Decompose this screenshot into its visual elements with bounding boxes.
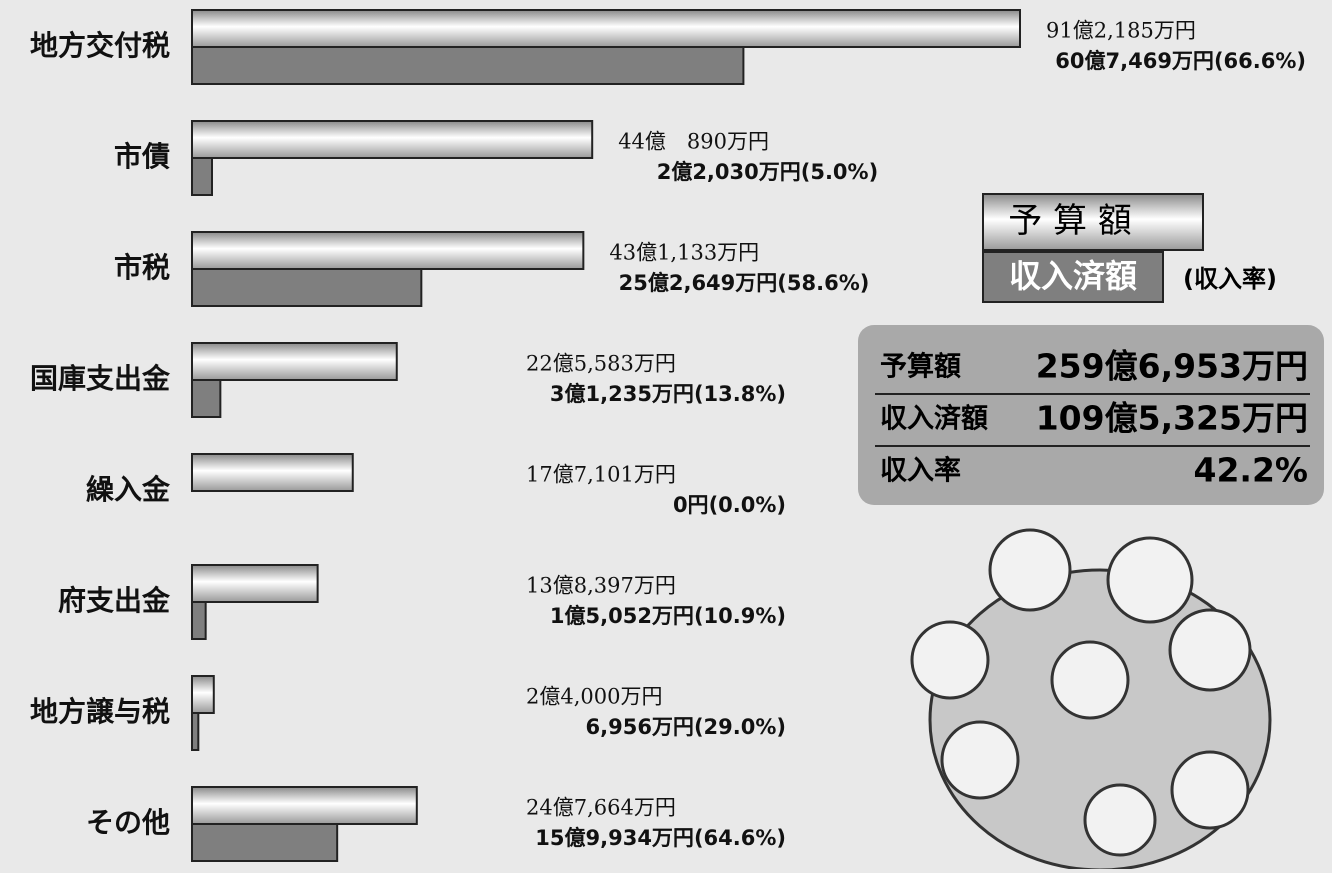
category-label: 市税 xyxy=(114,251,170,284)
budget-bar xyxy=(192,10,1020,47)
received-amount: 2億2,030万円 xyxy=(657,160,801,184)
received-rate: (64.6%) xyxy=(694,826,786,850)
budget-bar xyxy=(192,676,214,713)
received-amount: 3億1,235万円 xyxy=(550,382,694,406)
page: {"chart_data": {"type": "bar", "orientat… xyxy=(0,0,1332,869)
received-amount: 15億9,934万円 xyxy=(535,826,694,850)
received-label: 1億5,052万円(10.9%) xyxy=(550,604,786,628)
summary-value: 259億6,953万円 xyxy=(1036,347,1308,386)
budget-label: 22億5,583万円 xyxy=(526,352,676,376)
received-label: 0円(0.0%) xyxy=(673,493,786,517)
received-rate: (66.6%) xyxy=(1214,49,1306,73)
received-rate: (29.0%) xyxy=(694,715,786,739)
summary-label: 収入済額 xyxy=(880,403,988,435)
received-label: 6,956万円(29.0%) xyxy=(586,715,787,739)
received-label: 3億1,235万円(13.8%) xyxy=(550,382,786,406)
legend-label: 予 算 額 xyxy=(1008,201,1132,241)
category-label: 府支出金 xyxy=(58,584,171,617)
received-rate: (5.0%) xyxy=(801,160,878,184)
received-rate: (13.8%) xyxy=(694,382,786,406)
received-bar xyxy=(192,158,212,195)
budget-bar xyxy=(192,454,353,491)
budget-label: 17億7,101万円 xyxy=(526,463,676,487)
budget-label: 43億1,133万円 xyxy=(609,241,759,265)
received-label: 15億9,934万円(64.6%) xyxy=(535,826,786,850)
received-bar xyxy=(192,602,206,639)
received-label: 60億7,469万円(66.6%) xyxy=(1055,49,1306,73)
legend-rate: (収入率) xyxy=(1183,265,1277,293)
legend-label: 収入済額 xyxy=(1009,257,1137,295)
summary-value: 42.2% xyxy=(1194,451,1309,490)
category-label: 市債 xyxy=(114,140,170,173)
budget-bar xyxy=(192,565,318,602)
received-amount: 60億7,469万円 xyxy=(1055,49,1214,73)
category-label: 地方譲与税 xyxy=(30,695,170,728)
received-rate: (10.9%) xyxy=(694,604,786,628)
budget-label: 24億7,664万円 xyxy=(526,796,676,820)
summary-value: 109億5,325万円 xyxy=(1036,399,1308,438)
received-rate: (58.6%) xyxy=(777,271,869,295)
received-bar xyxy=(192,713,198,750)
received-bar xyxy=(192,269,421,306)
illustration xyxy=(912,530,1270,869)
category-label: 繰入金 xyxy=(86,473,171,506)
received-amount: 0円 xyxy=(673,493,709,517)
budget-label: 2億4,000万円 xyxy=(526,685,662,709)
summary-label: 予算額 xyxy=(880,351,961,383)
received-label: 2億2,030万円(5.0%) xyxy=(657,160,878,184)
budget-bar xyxy=(192,232,583,269)
budget-label: 44億 890万円 xyxy=(618,130,769,154)
received-bar xyxy=(192,380,220,417)
received-bar xyxy=(192,824,337,861)
category-label: 地方交付税 xyxy=(30,29,170,62)
received-label: 25億2,649万円(58.6%) xyxy=(619,271,870,295)
received-amount: 1億5,052万円 xyxy=(550,604,694,628)
category-label: 国庫支出金 xyxy=(30,362,171,395)
summary-label: 収入率 xyxy=(880,455,961,487)
budget-bar xyxy=(192,121,592,158)
category-label: その他 xyxy=(86,806,170,839)
received-rate: (0.0%) xyxy=(709,493,786,517)
chart: 予 算 額 収入済額 (収入率) 予算額259億6,953万円収入済額109億5… xyxy=(0,0,1332,869)
received-bar xyxy=(192,47,743,84)
budget-label: 13億8,397万円 xyxy=(526,574,676,598)
budget-bar xyxy=(192,787,417,824)
received-amount: 25億2,649万円 xyxy=(619,271,778,295)
budget-label: 91億2,185万円 xyxy=(1046,19,1196,43)
received-amount: 6,956万円 xyxy=(586,715,694,739)
budget-bar xyxy=(192,343,397,380)
